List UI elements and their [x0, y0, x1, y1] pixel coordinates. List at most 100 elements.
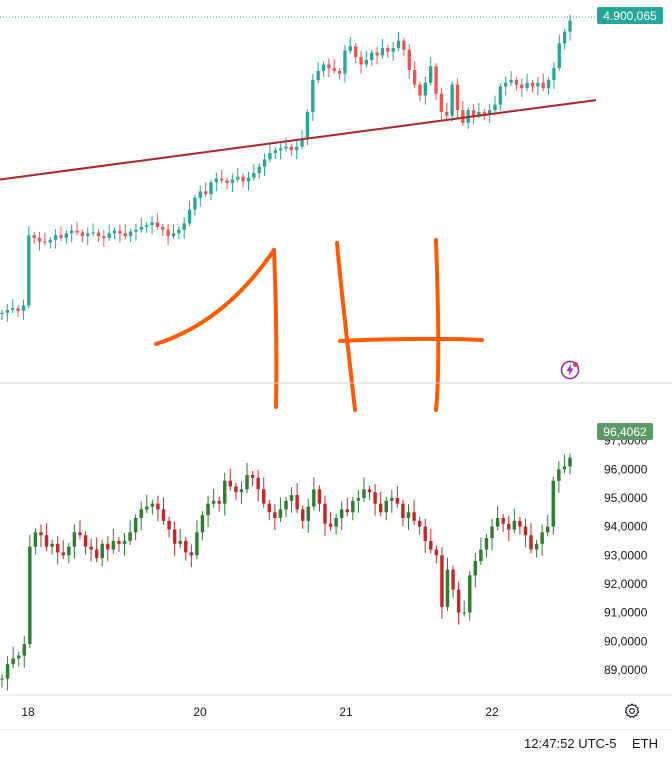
- candle-body: [450, 84, 454, 116]
- candle: [498, 83, 503, 111]
- candle: [112, 227, 117, 240]
- candle-body: [133, 518, 138, 533]
- candle-body: [423, 82, 427, 96]
- candle-body: [206, 503, 210, 516]
- candle: [557, 34, 561, 72]
- candle-body: [439, 93, 444, 112]
- candle-body: [396, 40, 401, 49]
- candle: [241, 173, 245, 188]
- y-tick-label: 94,0000: [604, 520, 648, 534]
- candle: [529, 523, 533, 554]
- candle: [214, 172, 219, 192]
- candle-body: [257, 166, 261, 174]
- candle-body: [128, 231, 133, 237]
- annotation-stroke-h-right: [434, 238, 441, 412]
- candle: [150, 499, 155, 515]
- gear-icon[interactable]: [624, 703, 640, 719]
- candle: [455, 78, 460, 120]
- candle-body: [69, 230, 74, 234]
- candle: [33, 528, 38, 555]
- candle-body: [321, 64, 326, 71]
- candle: [359, 51, 363, 74]
- candle: [406, 504, 411, 530]
- bottom-y-axis[interactable]: 97,000096,000095,000094,000093,000092,00…: [604, 434, 648, 677]
- candle: [230, 173, 235, 193]
- candle: [100, 539, 104, 567]
- candle: [378, 491, 383, 517]
- candle: [504, 76, 508, 96]
- candle-body: [278, 509, 283, 518]
- candle: [206, 495, 210, 528]
- candle-body: [198, 191, 202, 198]
- candle-body: [59, 235, 63, 238]
- candle: [367, 485, 372, 501]
- candle: [337, 67, 342, 80]
- candle: [562, 28, 567, 50]
- candle: [172, 521, 177, 556]
- candle-body: [418, 84, 422, 96]
- candle-body: [339, 509, 344, 518]
- lightning-bolt-icon[interactable]: [560, 360, 580, 380]
- candle-body: [117, 540, 121, 544]
- candle: [161, 497, 166, 525]
- candle: [445, 102, 449, 119]
- top-price-pane[interactable]: 1H 4.900,065: [0, 0, 663, 412]
- candle-body: [514, 79, 519, 85]
- candle-body: [495, 518, 500, 527]
- candle-body: [562, 466, 567, 470]
- candle: [234, 482, 238, 501]
- candle: [518, 516, 522, 535]
- annotation-stroke-h-left: [335, 241, 357, 412]
- candle-body: [182, 223, 186, 230]
- candle: [150, 216, 154, 235]
- bottom-last-price-label: 96,4062: [603, 425, 647, 439]
- candle: [250, 471, 255, 486]
- candle: [184, 536, 188, 561]
- candle: [316, 61, 320, 83]
- candle-body: [94, 549, 99, 559]
- candle: [343, 44, 347, 83]
- candle-body: [351, 500, 355, 513]
- candle-body: [118, 230, 122, 234]
- candle-body: [78, 532, 82, 536]
- candle-body: [546, 79, 551, 89]
- candle-body: [50, 543, 54, 547]
- bottom-price-pane[interactable]: 97,000096,000095,000094,000093,000092,00…: [0, 423, 653, 691]
- candle-body: [273, 150, 277, 154]
- candle-body: [193, 197, 197, 210]
- candle-body: [161, 226, 165, 230]
- candle-body: [434, 66, 438, 94]
- candle: [11, 646, 15, 669]
- candle-body: [33, 532, 38, 547]
- candle: [182, 217, 186, 239]
- candle: [262, 153, 267, 176]
- candle-body: [55, 543, 60, 553]
- annotation-1h[interactable]: [154, 238, 484, 412]
- candle: [514, 76, 519, 91]
- candle-body: [417, 520, 422, 527]
- time-axis[interactable]: 18 20 21 22: [21, 705, 499, 719]
- currency-label[interactable]: ETH: [632, 736, 658, 751]
- candle-body: [187, 209, 192, 224]
- y-tick-label: 93,0000: [604, 548, 648, 562]
- candle: [317, 485, 322, 512]
- candle: [540, 524, 544, 556]
- candle-body: [364, 59, 369, 65]
- candle: [94, 537, 99, 563]
- trendline[interactable]: [0, 99, 597, 181]
- candle: [568, 453, 572, 475]
- candle: [334, 514, 338, 535]
- candle: [423, 76, 427, 105]
- candle: [295, 140, 299, 160]
- candle-body: [245, 475, 249, 490]
- candle-body: [139, 509, 143, 518]
- time-readout[interactable]: 12:47:52 UTC-5: [524, 736, 617, 751]
- candle-body: [434, 549, 439, 556]
- candle-body: [27, 235, 31, 306]
- candle: [386, 45, 390, 58]
- candle: [123, 224, 127, 240]
- candle: [495, 506, 500, 531]
- candle-body: [80, 232, 85, 237]
- candle-body: [75, 230, 79, 233]
